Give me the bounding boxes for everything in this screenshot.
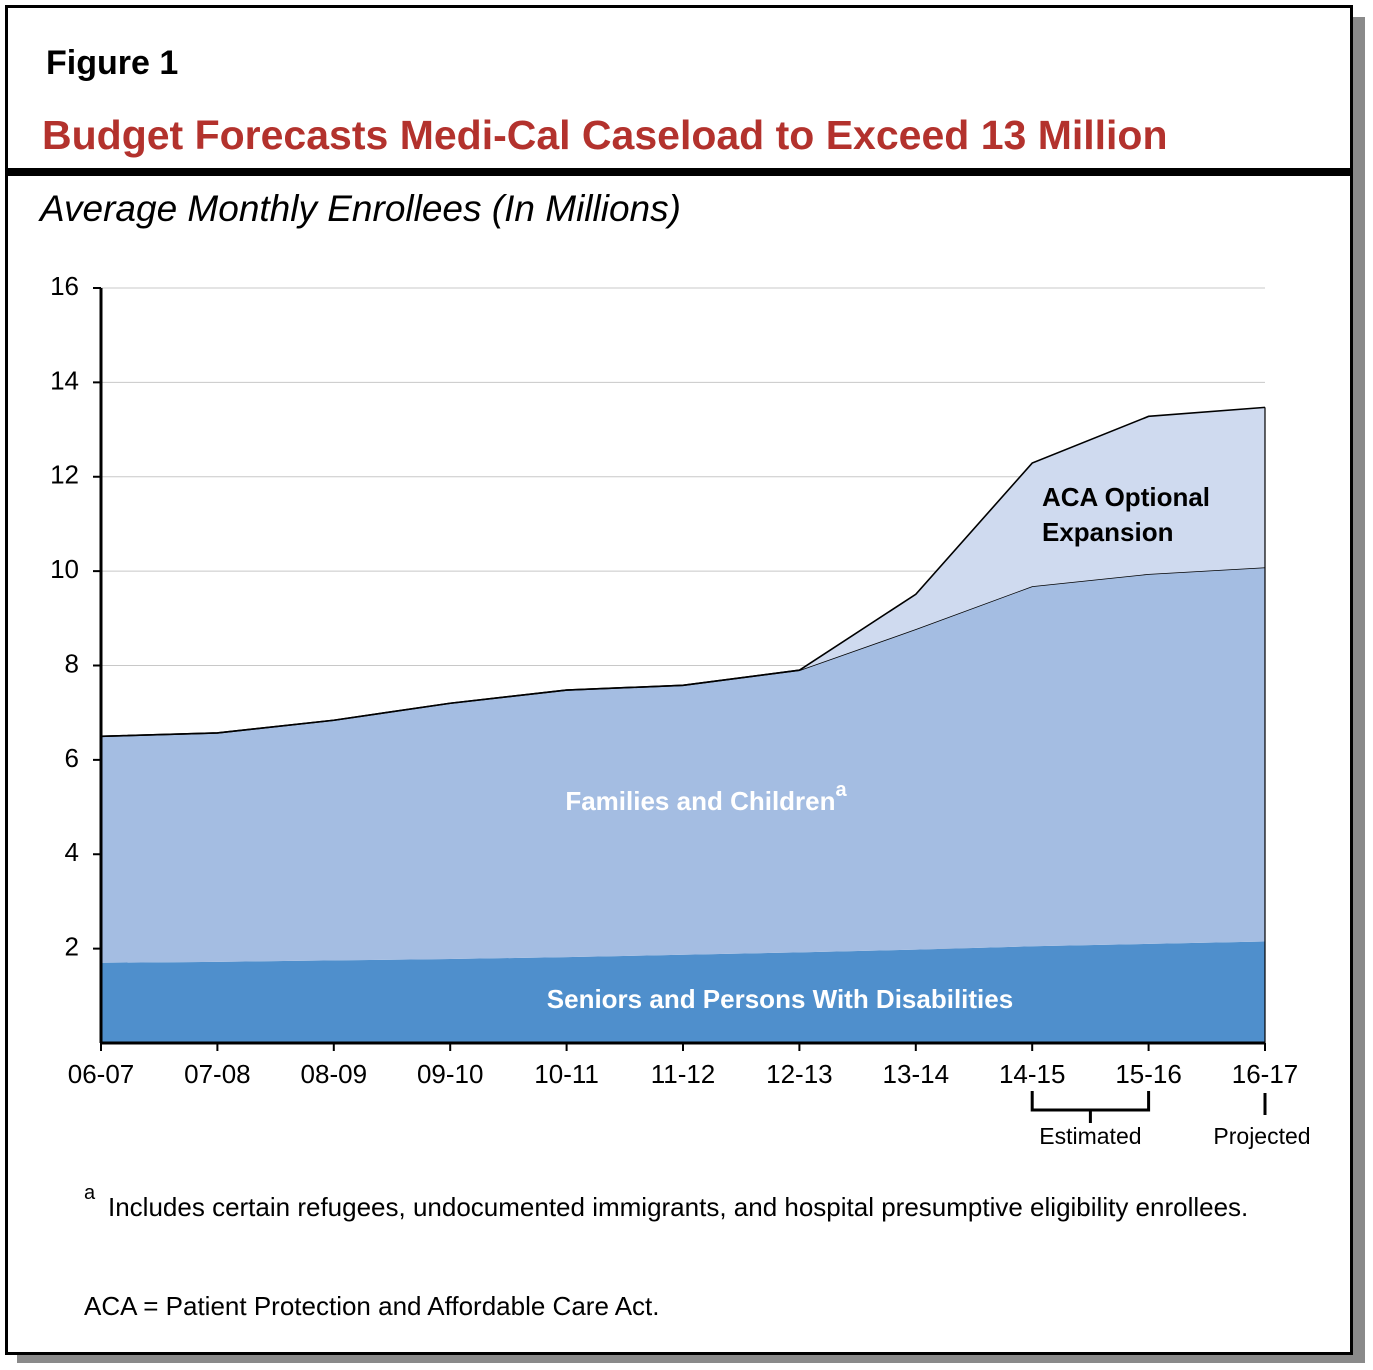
series-label: Families and Childrena: [565, 779, 847, 816]
x-tick-label: 08-09: [301, 1059, 368, 1089]
x-tick-label: 11-12: [651, 1059, 716, 1089]
series-label-text: ACA Optional Expansion: [1042, 482, 1211, 547]
estimated-bracket: [1030, 1091, 1151, 1123]
x-tick-label: 06-07: [68, 1059, 135, 1089]
y-tick-label: 10: [50, 554, 79, 584]
area: [101, 407, 1265, 737]
x-tick-label: 09-10: [417, 1059, 484, 1089]
y-tick-label: 4: [65, 837, 79, 867]
series-label: ACA Optional Expansion: [1042, 482, 1211, 547]
chart-title: Budget Forecasts Medi-Cal Caseload to Ex…: [42, 112, 1168, 158]
x-tick-label: 14-15: [999, 1059, 1066, 1089]
series-label-note: a: [836, 779, 848, 801]
series-label-text: Families and Children: [565, 786, 835, 816]
x-tick-label: 15-16: [1115, 1059, 1182, 1089]
x-tick-label: 12-13: [766, 1059, 833, 1089]
series-label-text: Seniors and Persons With Disabilities: [547, 984, 1013, 1014]
footnote: Includes certain refugees, undocumented …: [108, 1192, 1249, 1222]
footnote-marker: a: [84, 1182, 96, 1204]
y-tick-label: 14: [50, 365, 79, 395]
y-tick-label: 12: [50, 460, 79, 490]
area: [101, 941, 1265, 1043]
abbreviation-note: ACA = Patient Protection and Affordable …: [84, 1291, 660, 1321]
y-tick-label: 6: [65, 743, 79, 773]
annotation: Projected: [1213, 1123, 1310, 1149]
annotation: Estimated: [1039, 1123, 1141, 1149]
y-tick-label: 16: [50, 271, 79, 301]
x-tick-label: 16-17: [1232, 1059, 1299, 1089]
chart-subtitle: Average Monthly Enrollees (In Millions): [40, 188, 681, 229]
y-tick-label: 8: [65, 648, 79, 678]
x-tick-label: 13-14: [883, 1059, 950, 1089]
area-outline: [100, 406, 1266, 738]
y-tick-label: 2: [65, 932, 79, 962]
figure-label: Figure 1: [46, 44, 179, 82]
series-label: Seniors and Persons With Disabilities: [547, 984, 1013, 1014]
area: [101, 567, 1265, 963]
x-tick-label: 07-08: [184, 1059, 251, 1089]
title-rule: [5, 168, 1353, 176]
x-tick-label: 10-11: [534, 1059, 599, 1089]
